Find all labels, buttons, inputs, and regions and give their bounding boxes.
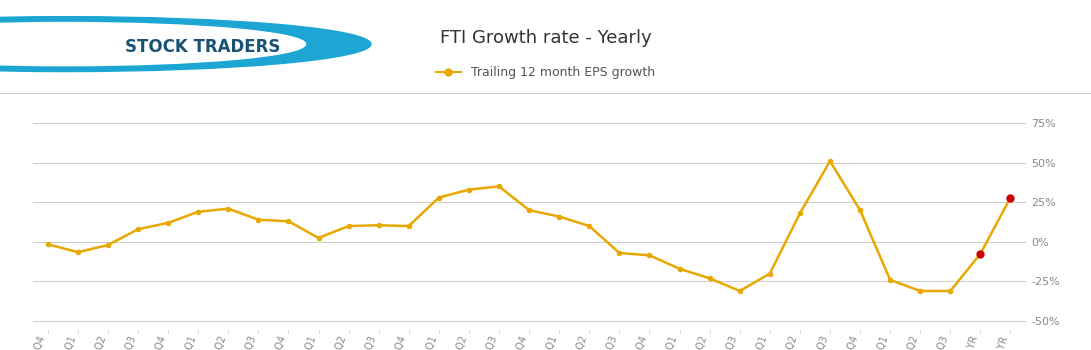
Circle shape <box>0 22 305 66</box>
Legend: Trailing 12 month EPS growth: Trailing 12 month EPS growth <box>431 61 660 84</box>
Text: STOCK TRADERS: STOCK TRADERS <box>125 38 280 56</box>
Text: FTI Growth rate - Yearly: FTI Growth rate - Yearly <box>440 29 651 47</box>
Circle shape <box>0 17 371 71</box>
